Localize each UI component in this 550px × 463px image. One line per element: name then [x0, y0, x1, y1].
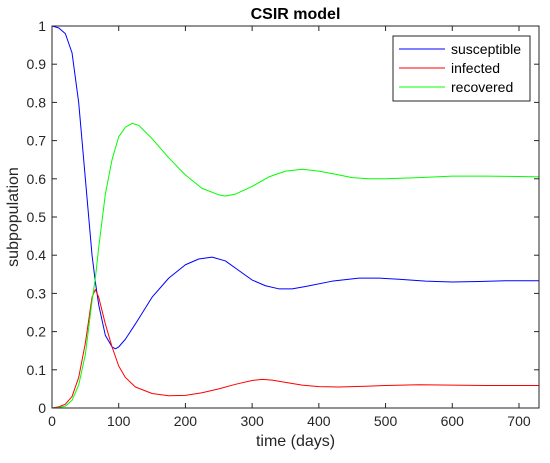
x-tick-label: 0: [48, 413, 56, 429]
x-tick-label: 300: [240, 413, 264, 429]
chart-title: CSIR model: [251, 6, 341, 23]
x-axis-ticks: 0 100 200 300 400 500 600 700: [48, 26, 531, 429]
legend-label-infected: infected: [451, 60, 500, 76]
plot-frame: [51, 25, 540, 409]
x-tick-label: 400: [307, 413, 331, 429]
legend-label-susceptible: susceptible: [451, 41, 521, 57]
x-axis-label: time (days): [256, 433, 335, 450]
series-line-recovered: [52, 122, 539, 408]
y-tick-label: 0.2: [27, 324, 47, 340]
y-tick-label: 0: [38, 400, 46, 416]
y-axis-label: subpopulation: [5, 167, 22, 267]
y-tick-label: 0.8: [27, 94, 47, 110]
series-line-susceptible: [52, 26, 539, 350]
legend-label-recovered: recovered: [451, 79, 513, 95]
y-tick-label: 0.3: [27, 285, 47, 301]
legend: susceptible infected recovered: [392, 35, 531, 102]
x-tick-label: 600: [441, 413, 465, 429]
x-tick-label: 700: [507, 413, 531, 429]
plot-area: [52, 26, 539, 408]
y-tick-label: 0.4: [27, 247, 47, 263]
y-tick-label: 0.9: [27, 56, 47, 72]
x-tick-label: 500: [374, 413, 398, 429]
x-tick-label: 200: [174, 413, 198, 429]
y-tick-label: 0.6: [27, 171, 47, 187]
y-tick-label: 0.7: [27, 133, 47, 149]
y-axis-ticks: 0 0.1 0.2 0.3 0.4 0.5 0.6 0.7 0.8 0.9 1: [27, 18, 539, 416]
x-tick-label: 100: [107, 413, 131, 429]
y-tick-label: 1: [38, 18, 46, 34]
y-tick-label: 0.1: [27, 362, 47, 378]
series-line-infected: [52, 289, 539, 408]
y-tick-label: 0.5: [27, 209, 47, 225]
